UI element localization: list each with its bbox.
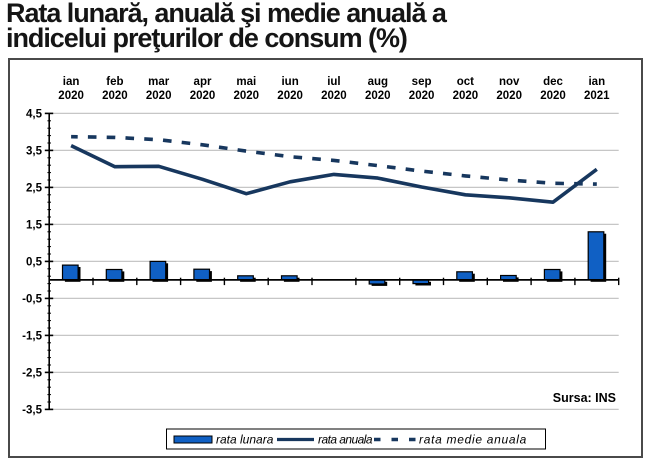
svg-text:mai: mai bbox=[236, 76, 256, 88]
svg-text:0,5: 0,5 bbox=[26, 256, 43, 268]
svg-text:1,5: 1,5 bbox=[26, 219, 43, 231]
svg-text:2020: 2020 bbox=[277, 90, 303, 102]
svg-text:nov: nov bbox=[499, 76, 520, 88]
svg-text:2021: 2021 bbox=[584, 90, 610, 102]
svg-text:ian: ian bbox=[63, 76, 80, 88]
svg-text:2020: 2020 bbox=[102, 90, 128, 102]
svg-text:oct: oct bbox=[457, 76, 474, 88]
svg-text:2020: 2020 bbox=[409, 90, 435, 102]
svg-text:2020: 2020 bbox=[365, 90, 391, 102]
svg-text:-0,5: -0,5 bbox=[22, 293, 42, 305]
svg-text:-2,5: -2,5 bbox=[22, 367, 42, 379]
svg-text:2020: 2020 bbox=[496, 90, 522, 102]
svg-text:aug: aug bbox=[368, 76, 388, 88]
svg-text:dec: dec bbox=[543, 76, 563, 88]
svg-text:feb: feb bbox=[106, 76, 123, 88]
svg-text:Sursa: INS: Sursa: INS bbox=[553, 391, 616, 405]
svg-text:-3,5: -3,5 bbox=[22, 404, 42, 416]
svg-text:2020: 2020 bbox=[190, 90, 216, 102]
svg-text:-1,5: -1,5 bbox=[22, 330, 42, 342]
svg-text:2020: 2020 bbox=[146, 90, 172, 102]
svg-text:2020: 2020 bbox=[540, 90, 566, 102]
svg-text:2,5: 2,5 bbox=[26, 182, 43, 194]
svg-text:2020: 2020 bbox=[234, 90, 260, 102]
svg-text:rata lunara: rata lunara bbox=[216, 433, 274, 447]
svg-text:apr: apr bbox=[194, 76, 212, 88]
svg-text:2020: 2020 bbox=[321, 90, 347, 102]
svg-text:iul: iul bbox=[327, 76, 340, 88]
svg-text:3,5: 3,5 bbox=[26, 145, 43, 157]
svg-text:rata medie anuala: rata medie anuala bbox=[419, 433, 527, 447]
svg-text:ian: ian bbox=[588, 76, 605, 88]
svg-text:sep: sep bbox=[412, 76, 432, 88]
svg-text:2020: 2020 bbox=[58, 90, 84, 102]
svg-text:4,5: 4,5 bbox=[26, 108, 43, 120]
svg-text:iun: iun bbox=[281, 76, 298, 88]
svg-text:rata anuala: rata anuala bbox=[318, 433, 373, 447]
svg-text:mar: mar bbox=[148, 76, 170, 88]
svg-text:2020: 2020 bbox=[453, 90, 479, 102]
